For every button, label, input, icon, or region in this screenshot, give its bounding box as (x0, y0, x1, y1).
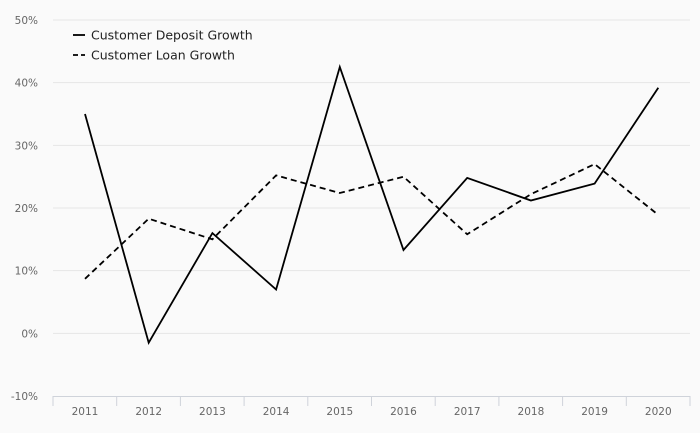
x-tick-label: 2019 (581, 406, 608, 418)
x-tick-label: 2020 (645, 406, 672, 418)
y-tick-label: 0% (21, 328, 38, 340)
legend-item-deposit[interactable]: Customer Deposit Growth (73, 28, 253, 43)
data-point-deposit[interactable] (464, 175, 470, 181)
data-point-deposit[interactable] (273, 286, 279, 292)
data-point-deposit[interactable] (337, 64, 343, 70)
x-tick-label: 2011 (72, 406, 99, 418)
data-point-deposit[interactable] (528, 197, 534, 203)
y-tick-label: 30% (15, 140, 38, 152)
x-tick-label: 2012 (135, 406, 162, 418)
series-lines (82, 64, 661, 346)
x-axis (52, 396, 691, 406)
x-tick-label: 2018 (518, 406, 545, 418)
gridlines (53, 19, 690, 334)
y-tick-label: 40% (15, 78, 38, 90)
legend-label-loan: Customer Loan Growth (91, 48, 235, 63)
data-point-loan[interactable] (401, 174, 407, 180)
y-tick-label: 10% (15, 266, 38, 278)
x-tick-label: 2014 (263, 406, 290, 418)
x-axis-tick-labels: 2011 2012 2013 2014 2015 2016 2017 2018 2019 2020 (72, 406, 672, 418)
data-point-loan[interactable] (273, 172, 279, 178)
x-tick-label: 2017 (454, 406, 481, 418)
data-point-loan[interactable] (82, 276, 88, 282)
data-point-deposit[interactable] (209, 230, 215, 236)
data-point-deposit[interactable] (655, 85, 661, 91)
series-line-deposit[interactable] (84, 64, 660, 345)
series-line-loan[interactable] (84, 163, 659, 280)
data-point-loan[interactable] (592, 161, 598, 167)
data-point-deposit[interactable] (592, 181, 598, 187)
data-point-loan[interactable] (146, 216, 152, 222)
y-tick-label: 20% (15, 203, 38, 215)
data-point-loan[interactable] (655, 212, 661, 218)
legend-label-deposit: Customer Deposit Growth (91, 28, 253, 43)
data-point-loan[interactable] (464, 231, 470, 237)
data-point-deposit[interactable] (401, 247, 407, 253)
data-point-loan[interactable] (209, 236, 215, 242)
legend: Customer Deposit Growth Customer Loan Gr… (73, 28, 253, 63)
y-axis-tick-labels: -10% 0% 10% 20% 30% 40% 50% (11, 15, 38, 403)
y-tick-label: -10% (11, 391, 38, 403)
x-tick-label: 2013 (199, 406, 226, 418)
data-point-deposit[interactable] (82, 111, 88, 117)
x-tick-label: 2016 (390, 406, 417, 418)
x-tick-label: 2015 (326, 406, 353, 418)
data-point-deposit[interactable] (146, 340, 152, 346)
data-point-loan[interactable] (337, 190, 343, 196)
data-point-loan[interactable] (528, 191, 534, 197)
legend-item-loan[interactable]: Customer Loan Growth (73, 48, 235, 63)
y-tick-label: 50% (15, 15, 38, 27)
